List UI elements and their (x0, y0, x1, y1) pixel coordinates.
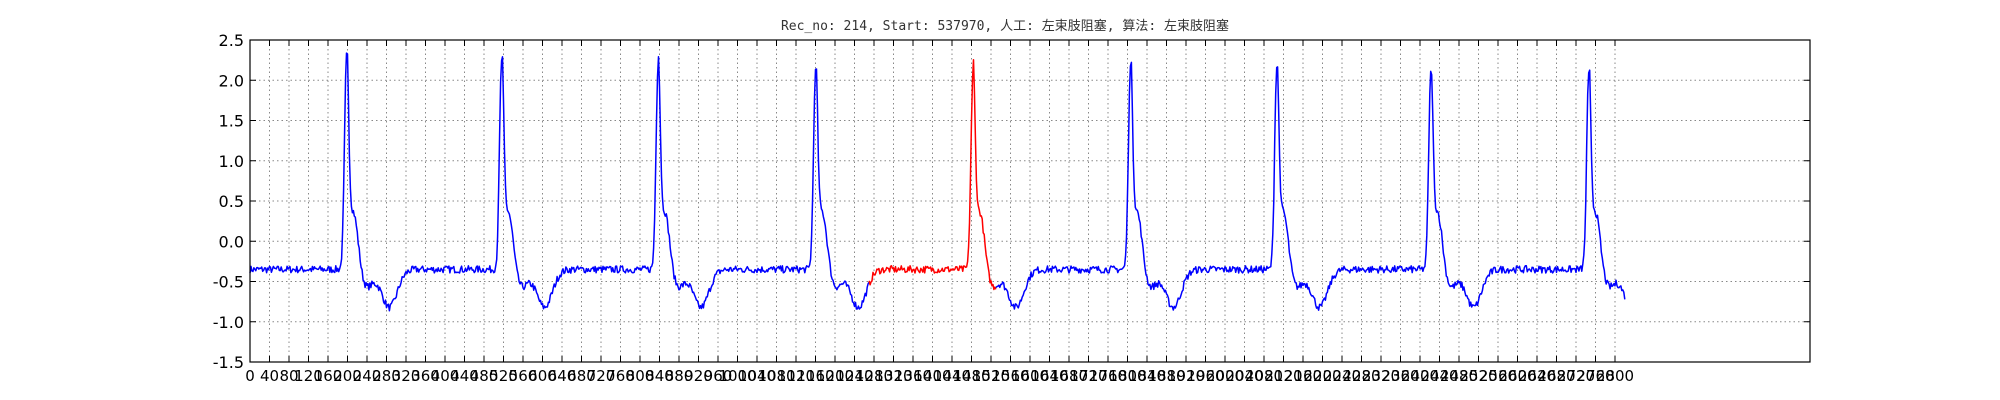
x-tick-label: 1920 (1167, 367, 1205, 385)
x-tick-label: 2360 (1381, 367, 1419, 385)
y-tick-label: 0.0 (219, 232, 244, 251)
x-tick-label: 1520 (972, 367, 1010, 385)
x-tick-label: 1080 (757, 367, 795, 385)
ecg-trace-segment (995, 61, 1626, 311)
x-tick-label: 1680 (1050, 367, 1088, 385)
x-tick-label: 960 (704, 367, 733, 385)
x-tick-label: 480 (470, 367, 499, 385)
y-tick-label: -1.5 (213, 353, 244, 372)
y-tick-label: 1.0 (219, 152, 244, 171)
x-tick-label: 2520 (1459, 367, 1497, 385)
x-tick-label: 1400 (913, 367, 951, 385)
series-layer (249, 52, 1626, 312)
ecg-trace-segment (868, 58, 997, 291)
x-tick-label: 160 (314, 367, 343, 385)
x-tick-label: 1640 (1030, 367, 1068, 385)
x-tick-label: 320 (392, 367, 421, 385)
x-tick-label: 1560 (991, 367, 1029, 385)
x-tick-label: 2200 (1303, 367, 1341, 385)
grid-layer (250, 40, 1810, 362)
x-tick-label: 440 (450, 367, 479, 385)
x-tick-label: 1120 (777, 367, 815, 385)
x-tick-label: 1040 (738, 367, 776, 385)
x-tick-label: 2480 (1440, 367, 1478, 385)
x-tick-label: 1280 (855, 367, 893, 385)
y-tick-label: 2.5 (219, 31, 244, 50)
x-tick-label: 1440 (933, 367, 971, 385)
x-tick-label: 1200 (816, 367, 854, 385)
x-tick-label: 600 (528, 367, 557, 385)
x-tick-label: 2320 (1362, 367, 1400, 385)
x-tick-label: 1160 (796, 367, 834, 385)
chart-title: Rec_no: 214, Start: 537970, 人工: 左束肢阻塞, 算… (781, 18, 1229, 34)
x-tick-label: 2800 (1596, 367, 1634, 385)
x-tick-label: 2000 (1206, 367, 1244, 385)
x-tick-label: 2600 (1498, 367, 1536, 385)
ecg-trace-segment (249, 52, 870, 312)
tick-layer: -1.5-1.0-0.50.00.51.01.52.02.50 40 8012016… (213, 31, 1810, 385)
x-tick-label: 2400 (1401, 367, 1439, 385)
x-tick-label: 1760 (1089, 367, 1127, 385)
x-tick-label: 40 (260, 367, 279, 385)
x-tick-label: 200 (333, 367, 362, 385)
x-tick-label: 880 (665, 367, 694, 385)
x-tick-label: 2040 (1225, 367, 1263, 385)
x-tick-label: 2440 (1420, 367, 1458, 385)
x-tick-label: 2240 (1323, 367, 1361, 385)
y-tick-label: 1.5 (219, 112, 244, 131)
x-tick-label: 80 (279, 367, 298, 385)
x-tick-label: 1840 (1128, 367, 1166, 385)
x-tick-label: 2640 (1518, 367, 1556, 385)
x-tick-label: 2560 (1479, 367, 1517, 385)
x-tick-label: 680 (567, 367, 596, 385)
x-tick-label: 2760 (1576, 367, 1614, 385)
x-tick-label: 120 (294, 367, 323, 385)
x-tick-label: 800 (626, 367, 655, 385)
x-tick-label: 1880 (1147, 367, 1185, 385)
plot-frame (249, 39, 1811, 363)
x-tick-label: 240 (353, 367, 382, 385)
x-tick-label: 360 (411, 367, 440, 385)
x-tick-label: 1720 (1069, 367, 1107, 385)
x-tick-label: 280 (372, 367, 401, 385)
x-tick-label: 2720 (1557, 367, 1595, 385)
y-tick-label: -1.0 (213, 313, 244, 332)
y-tick-label: 0.5 (219, 192, 244, 211)
x-tick-label: 2280 (1342, 367, 1380, 385)
x-tick-label: 2120 (1264, 367, 1302, 385)
x-tick-label: 2080 (1245, 367, 1283, 385)
x-tick-label: 2680 (1537, 367, 1575, 385)
x-tick-label: 1360 (894, 367, 932, 385)
x-tick-label: 400 (431, 367, 460, 385)
x-tick-label: 1000 (718, 367, 756, 385)
x-tick-label: 560 (509, 367, 538, 385)
x-tick-label: 1320 (874, 367, 912, 385)
x-tick-label: 1800 (1108, 367, 1146, 385)
y-tick-label: -0.5 (213, 273, 244, 292)
x-tick-label: 0 (245, 367, 255, 385)
x-tick-label: 1960 (1186, 367, 1224, 385)
x-tick-label: 1600 (1011, 367, 1049, 385)
y-tick-label: 2.0 (219, 71, 244, 90)
x-tick-label: 720 (587, 367, 616, 385)
x-tick-label: 1240 (835, 367, 873, 385)
x-tick-label: 840 (645, 367, 674, 385)
x-tick-label: 2160 (1284, 367, 1322, 385)
x-tick-label: 640 (548, 367, 577, 385)
x-tick-label: 1480 (952, 367, 990, 385)
x-tick-label: 760 (606, 367, 635, 385)
x-tick-label: 920 (684, 367, 713, 385)
x-tick-label: 520 (489, 367, 518, 385)
